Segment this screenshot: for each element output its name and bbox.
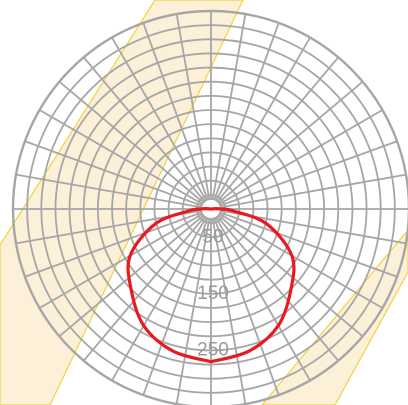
grid-spoke xyxy=(111,37,207,201)
grid-spoke xyxy=(15,173,202,209)
grid-spoke xyxy=(83,216,206,362)
grid-spoke xyxy=(111,217,207,381)
grid-spoke xyxy=(24,140,202,207)
grid-spoke xyxy=(220,140,398,207)
grid-spoke xyxy=(220,173,407,209)
grid-spoke xyxy=(211,13,247,200)
radial-tick-labels: 50 150 250 xyxy=(197,226,229,360)
grid-spoke xyxy=(220,211,398,278)
grid-spoke xyxy=(215,217,311,381)
band-left xyxy=(0,0,244,405)
grid-spoke xyxy=(175,218,211,405)
grid-spoke xyxy=(216,216,339,362)
grid-spoke xyxy=(39,109,203,205)
grid-spoke xyxy=(219,213,383,309)
grid-spoke xyxy=(83,56,206,202)
grid-spoke xyxy=(58,81,204,204)
grid-spoke xyxy=(211,218,247,405)
polar-grid xyxy=(11,9,408,405)
grid-spoke xyxy=(216,56,339,202)
grid-spoke xyxy=(175,13,211,200)
intensity-curve xyxy=(126,207,296,364)
grid-spoke xyxy=(24,211,202,278)
grid-spoke xyxy=(218,214,364,337)
tick-label-250: 250 xyxy=(197,339,229,360)
grid-spoke xyxy=(58,214,204,337)
grid-spoke xyxy=(218,81,364,204)
grid-spoke xyxy=(213,22,280,200)
grid-spoke xyxy=(142,218,209,396)
grid-spoke xyxy=(213,218,280,396)
grid-spoke xyxy=(142,22,209,200)
tick-label-50: 50 xyxy=(202,226,223,247)
grid-spoke xyxy=(215,37,311,201)
grid-spoke xyxy=(219,109,383,205)
grid-spoke xyxy=(39,213,203,309)
tick-label-150: 150 xyxy=(197,283,229,304)
